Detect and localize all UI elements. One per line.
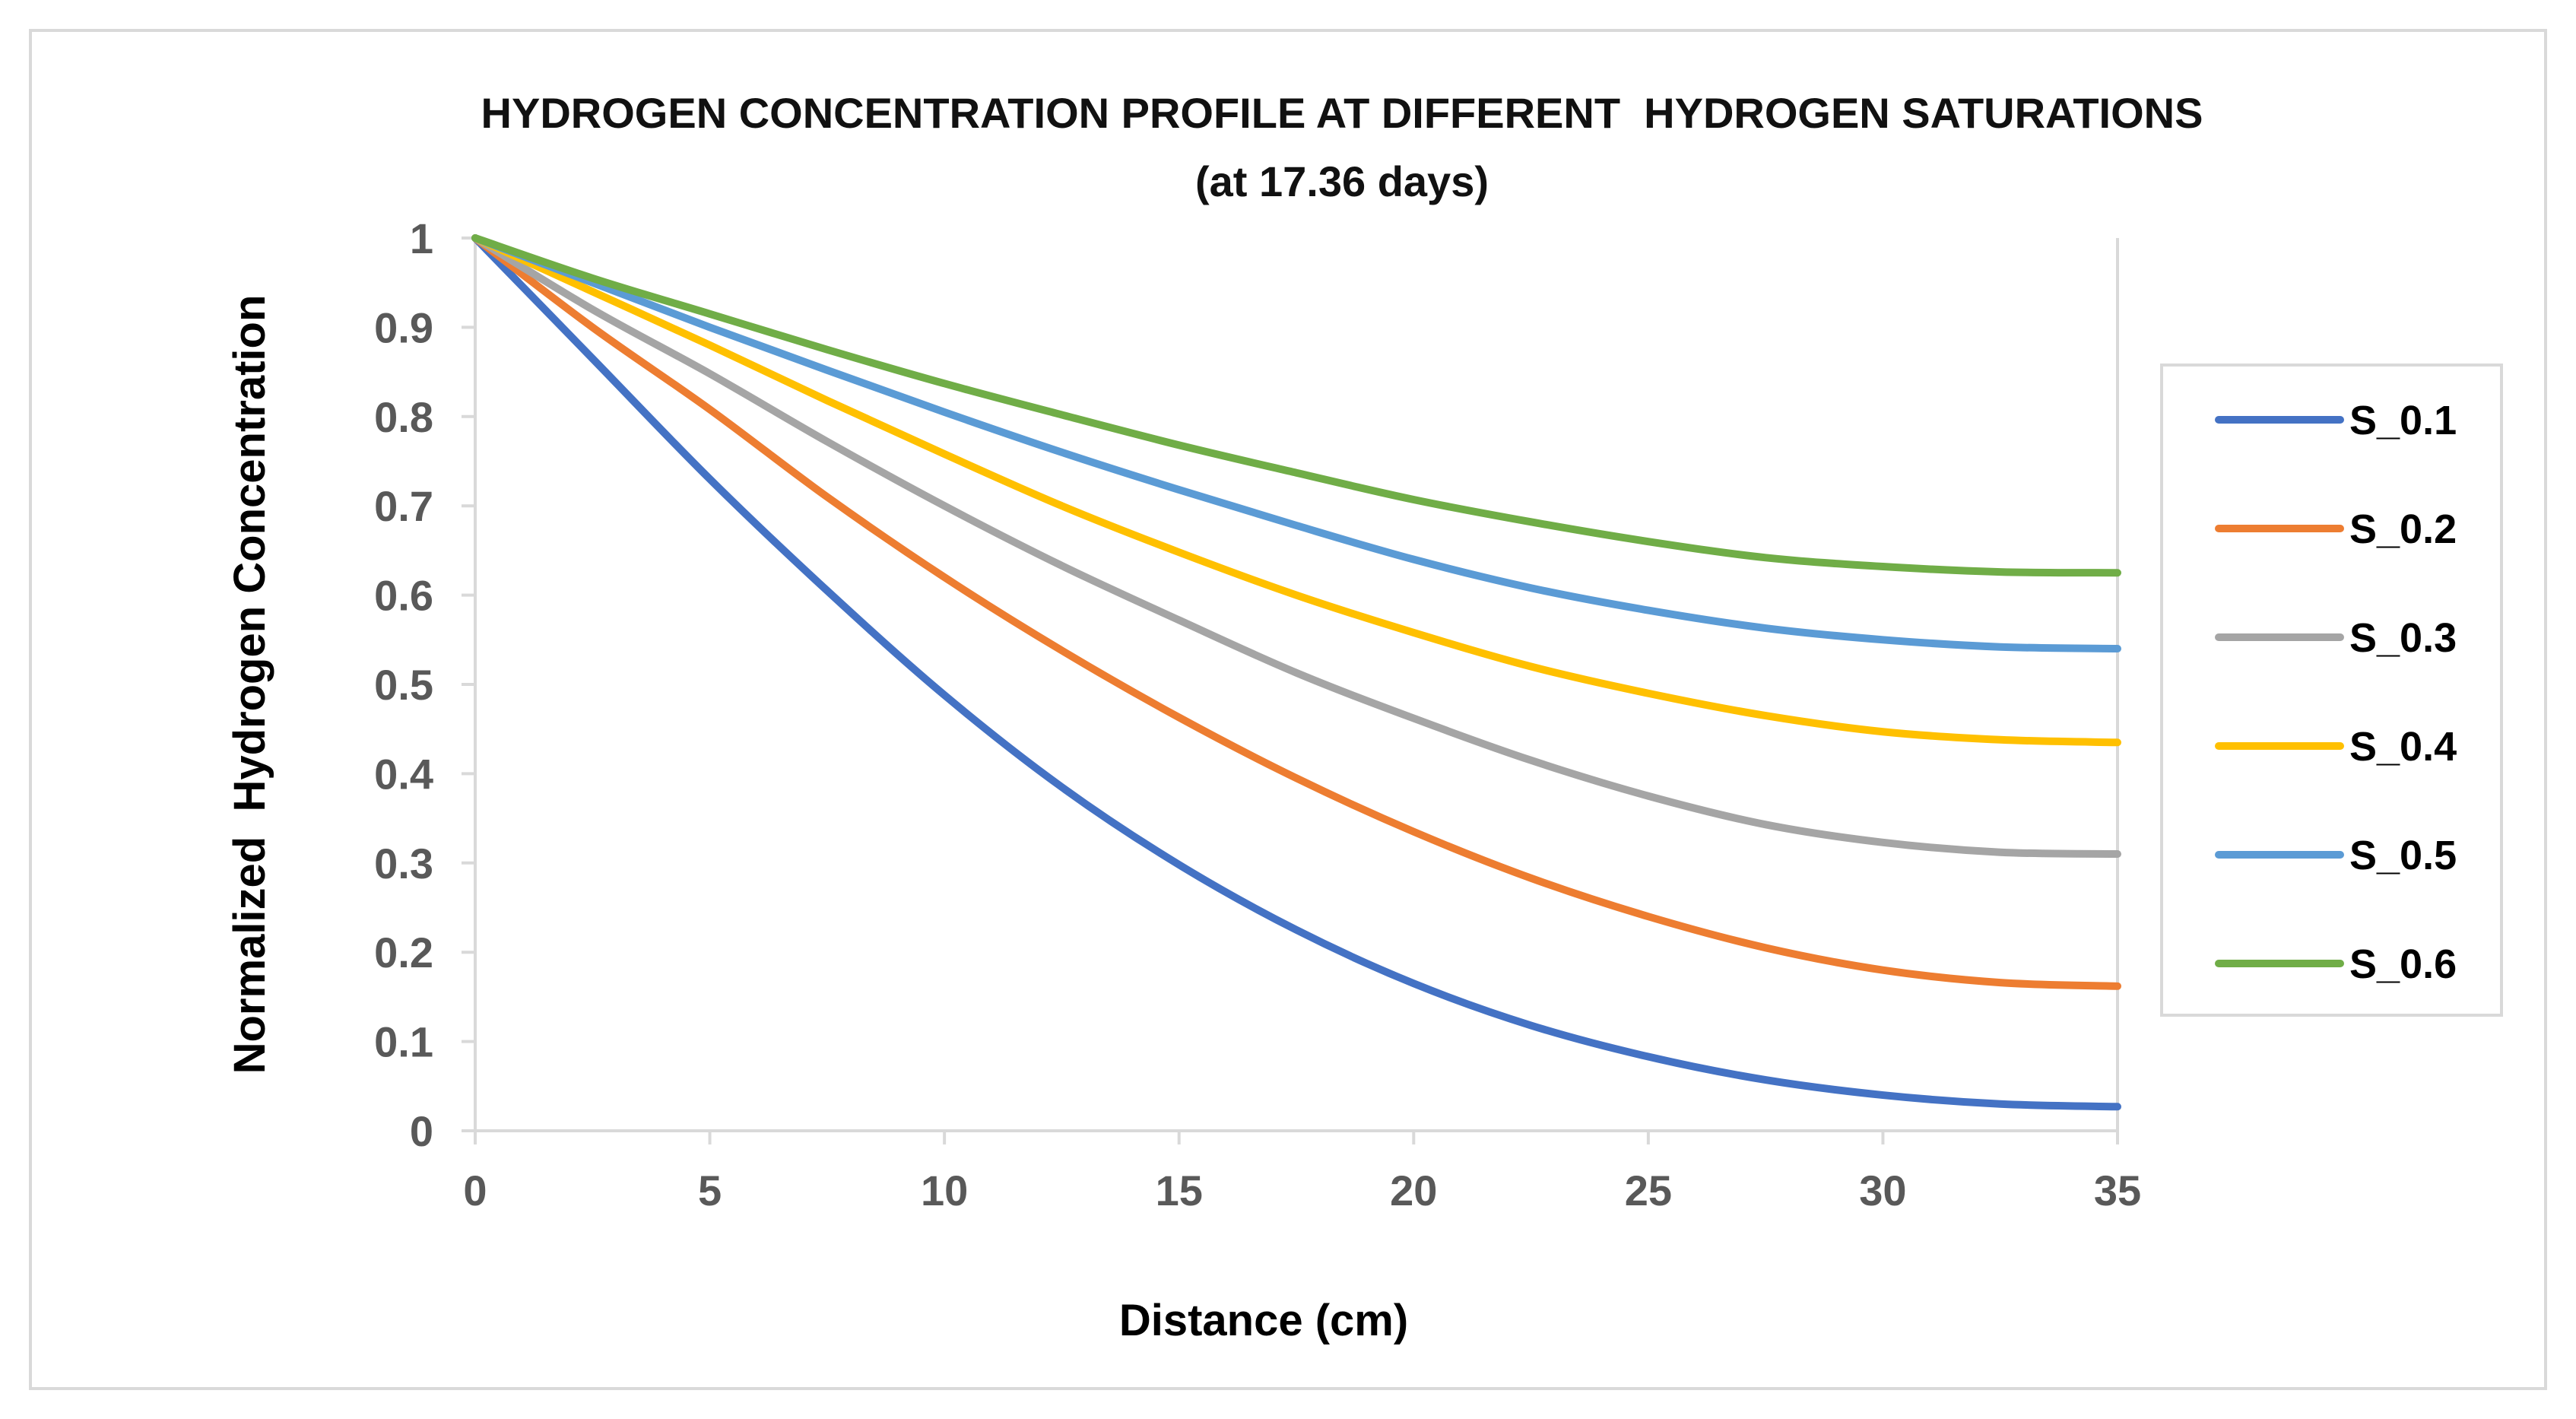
legend-label: S_0.2 xyxy=(2349,506,2457,552)
x-axis-title: Distance (cm) xyxy=(1119,1296,1408,1345)
y-tick-label: 0.4 xyxy=(374,750,433,798)
legend-label: S_0.1 xyxy=(2349,398,2457,443)
y-tick-label: 0 xyxy=(410,1107,433,1155)
y-ticks: 0 0.1 0.2 0.3 0.4 0.5 0.6 0.7 0.8 0.9 1 xyxy=(374,214,475,1155)
legend-label: S_0.4 xyxy=(2349,724,2457,770)
y-tick-label: 0.8 xyxy=(374,393,433,441)
legend-label: S_0.6 xyxy=(2349,941,2457,987)
x-tick-label: 5 xyxy=(698,1167,722,1214)
legend-box xyxy=(2160,363,2503,1017)
y-tick-label: 0.5 xyxy=(374,661,433,709)
series-line-S_0.4 xyxy=(471,234,2121,747)
x-tick-label: 0 xyxy=(463,1167,487,1214)
chart-subtitle: (at 17.36 days) xyxy=(1195,157,1489,205)
x-tick-label: 15 xyxy=(1156,1167,1203,1214)
x-ticks: 0 5 10 15 20 25 30 35 xyxy=(463,1131,2141,1214)
series-lines xyxy=(471,234,2121,1111)
plot-area: 0 5 10 15 20 25 30 35 0 0.1 0.2 0.3 0.4 0.5 0.6 0.7 0.8… xyxy=(374,214,2141,1214)
x-tick-label: 30 xyxy=(1859,1167,1906,1214)
y-tick-label: 0.9 xyxy=(374,303,433,351)
y-tick-label: 0.6 xyxy=(374,572,433,620)
y-tick-label: 1 xyxy=(410,214,433,262)
x-tick-label: 35 xyxy=(2094,1167,2141,1214)
y-axis-title: Normalized Hydrogen Concentration xyxy=(225,295,274,1075)
series-line-S_0.6 xyxy=(471,234,2121,577)
y-tick-label: 0.2 xyxy=(374,929,433,976)
x-tick-label: 10 xyxy=(921,1167,968,1214)
y-tick-label: 0.3 xyxy=(374,840,433,887)
series-line-S_0.1 xyxy=(471,234,2121,1111)
series-line-S_0.5 xyxy=(471,234,2121,653)
y-tick-label: 0.7 xyxy=(374,482,433,530)
x-tick-label: 20 xyxy=(1390,1167,1437,1214)
series-line-S_0.3 xyxy=(471,234,2121,859)
y-tick-label: 0.1 xyxy=(374,1018,433,1066)
legend-label: S_0.5 xyxy=(2349,833,2457,878)
legend-label: S_0.3 xyxy=(2349,615,2457,661)
legend: S_0.1 S_0.2 S_0.3 S_0.4 S_0.5 S_0.6 xyxy=(2160,363,2503,1017)
x-tick-label: 25 xyxy=(1625,1167,1672,1214)
series-line-S_0.2 xyxy=(471,234,2121,990)
chart-border xyxy=(29,29,2547,1390)
chart-title: HYDROGEN CONCENTRATION PROFILE AT DIFFER… xyxy=(481,89,2203,137)
